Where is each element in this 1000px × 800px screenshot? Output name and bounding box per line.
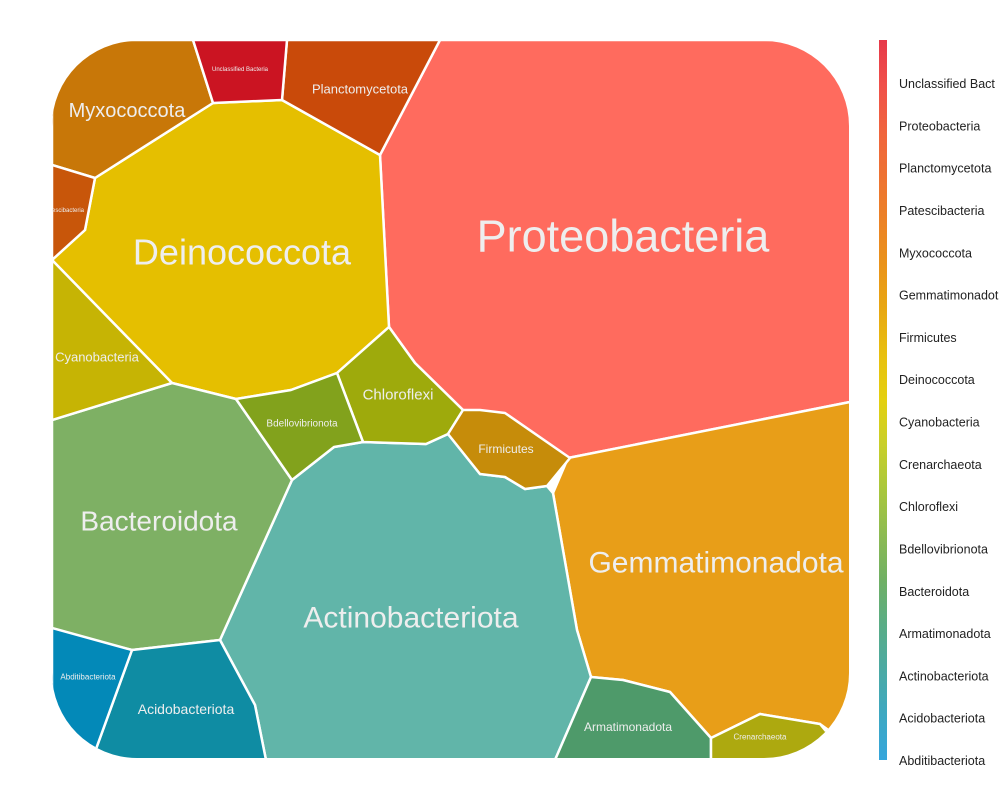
cell-label-chloroflexi: Chloroflexi	[363, 387, 434, 404]
legend-color-bar	[879, 40, 887, 760]
legend-entry: Cyanobacteria	[899, 416, 980, 430]
cell-label-patescibacteria: escibacteria	[52, 208, 85, 214]
cell-label-firmicutes: Firmicutes	[478, 442, 533, 456]
cell-abditibacteriota	[52, 626, 134, 758]
cell-label-unclassified-bacteria: Unclassified Bacteria	[212, 67, 269, 73]
cell-label-deinococcota: Deinococcota	[133, 232, 352, 273]
cell-myxococcota	[52, 41, 215, 180]
cell-label-abditibacteriota: Abditibacteriota	[60, 673, 116, 682]
cell-label-planctomycetota: Planctomycetota	[312, 82, 409, 97]
cell-unclassified-bacteria	[191, 41, 289, 105]
legend-entry: Bacteroidota	[899, 585, 969, 599]
cell-label-bdellovibrionota: Bdellovibrionota	[266, 419, 338, 430]
legend-entry: Patescibacteria	[899, 204, 985, 218]
legend-entry: Unclassified Bact	[899, 77, 995, 91]
legend: Unclassified Bact Proteobacteria Planctomy…	[879, 40, 999, 768]
cell-label-cyanobacteria: Cyanobacteria	[55, 350, 140, 365]
cell-label-armatimonadota: Armatimonadota	[584, 720, 672, 734]
cell-label-bacteroidota: Bacteroidota	[80, 506, 238, 537]
legend-entry: Gemmatimonadot	[899, 289, 999, 303]
treemap-labels: Proteobacteria Gemmatimonadota Actinobacte…	[52, 67, 844, 742]
legend-entry: Firmicutes	[899, 331, 957, 345]
cell-firmicutes	[446, 408, 572, 491]
treemap-cells	[52, 41, 849, 758]
cell-patescibacteria	[52, 163, 97, 262]
legend-entry: Planctomycetota	[899, 162, 991, 176]
cell-bdellovibrionota	[234, 371, 365, 482]
legend-entry: Crenarchaeota	[899, 458, 982, 472]
cell-label-proteobacteria: Proteobacteria	[477, 211, 771, 262]
cell-label-myxococcota: Myxococcota	[69, 100, 187, 122]
cell-label-actinobacteriota: Actinobacteriota	[303, 602, 518, 635]
legend-entry: Deinococcota	[899, 373, 975, 387]
legend-entry: Actinobacteriota	[899, 669, 989, 683]
cell-label-gemmatimonadota: Gemmatimonadota	[588, 547, 843, 580]
cell-cyanobacteria	[52, 258, 174, 422]
legend-entry: Chloroflexi	[899, 500, 958, 514]
legend-entry: Myxococcota	[899, 246, 972, 260]
legend-entry: Abditibacteriota	[899, 754, 985, 768]
legend-entry: Acidobacteriota	[899, 712, 985, 726]
legend-entry: Bdellovibrionota	[899, 542, 988, 556]
cell-label-crenarchaeota: Crenarchaeota	[734, 733, 787, 742]
legend-entry: Proteobacteria	[899, 119, 980, 133]
cell-label-acidobacteriota: Acidobacteriota	[138, 701, 235, 717]
legend-entry: Armatimonadota	[899, 627, 991, 641]
